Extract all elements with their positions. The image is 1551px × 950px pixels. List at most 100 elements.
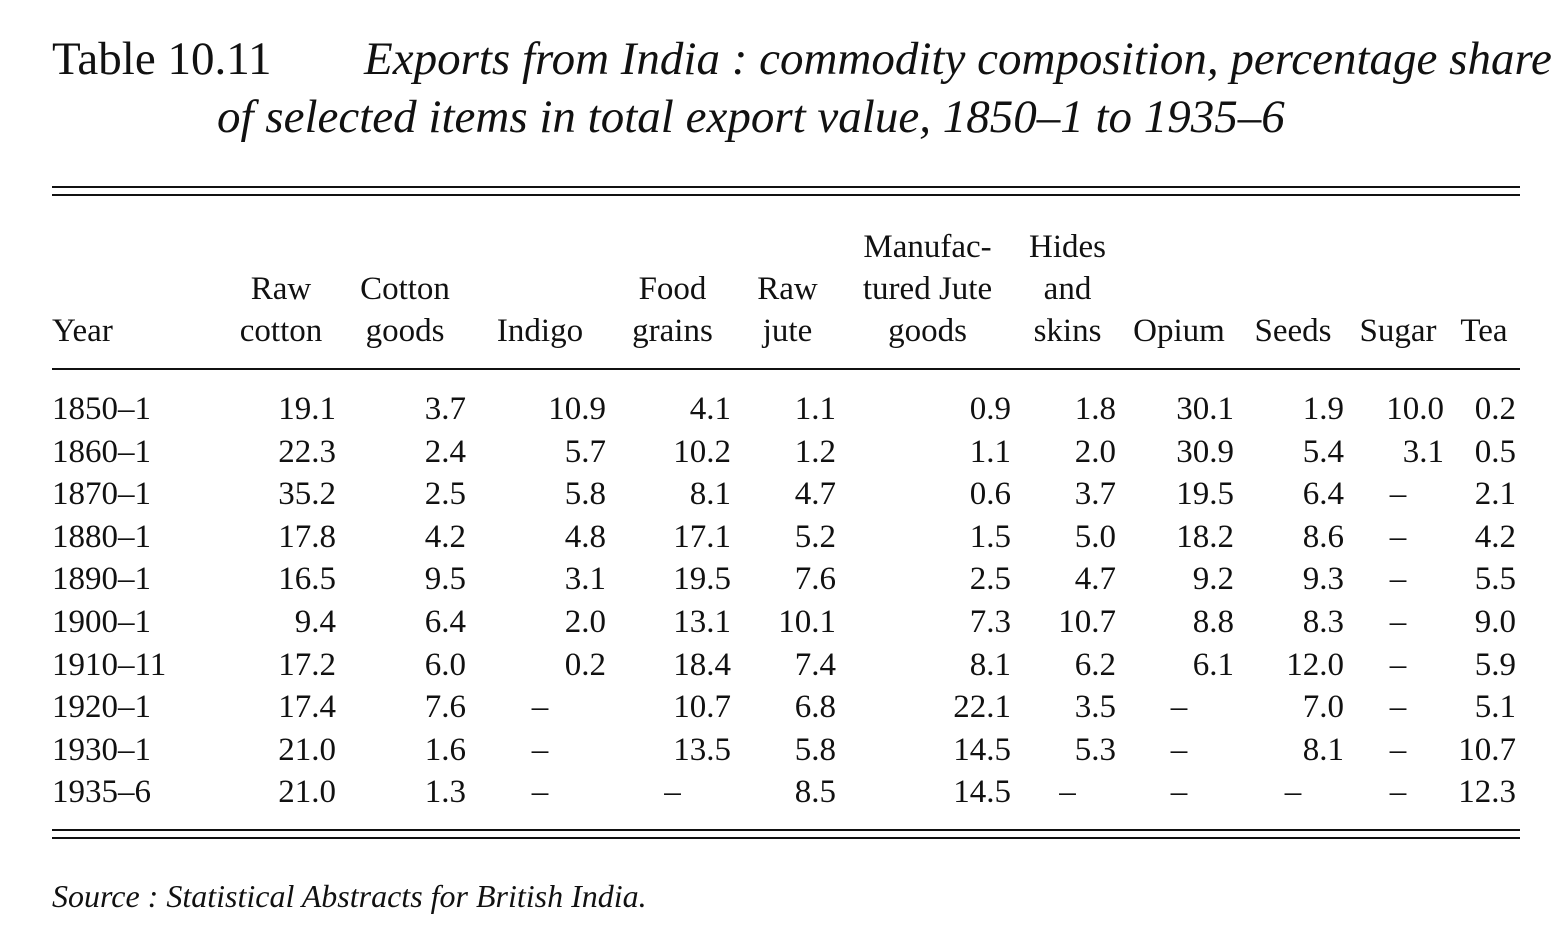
value-cell: 6.2 bbox=[1074, 646, 1116, 683]
column-header: Raw cotton bbox=[222, 216, 340, 366]
table-row: 1850–1 19.1 3.7 10.9 4.1 1.1 0.9 1.8 30.1 1.9 10.0… bbox=[52, 366, 1520, 431]
value-cell: 14.5 bbox=[953, 731, 1011, 768]
value-cell: 18.2 bbox=[1176, 518, 1234, 555]
column-header-line: Seeds bbox=[1254, 313, 1332, 349]
column-header-line: Raw bbox=[250, 271, 312, 307]
value-cell: – bbox=[1389, 731, 1407, 768]
value-cell: 3.7 bbox=[424, 391, 466, 427]
value-cell: 4.7 bbox=[1074, 561, 1116, 598]
value-cell: 19.1 bbox=[278, 391, 336, 427]
value-cell: 6.1 bbox=[1192, 646, 1234, 683]
year-cell: 1930–1 bbox=[52, 731, 151, 768]
header-row: Year Raw cotton Cotton goods Indigo Food grains… bbox=[52, 216, 1520, 366]
value-cell: – bbox=[1389, 518, 1407, 555]
value-cell: 0.2 bbox=[564, 646, 606, 683]
value-cell: 0.6 bbox=[969, 476, 1011, 513]
value-cell: 1.8 bbox=[1074, 391, 1116, 427]
value-cell: 19.5 bbox=[673, 561, 731, 598]
value-cell: 21.0 bbox=[278, 731, 336, 768]
value-cell: 10.2 bbox=[673, 433, 731, 470]
value-cell: 10.7 bbox=[1458, 731, 1516, 768]
column-header-line: Year bbox=[52, 313, 113, 349]
value-cell: 5.3 bbox=[1074, 731, 1116, 768]
year-cell: 1890–1 bbox=[52, 561, 151, 598]
value-cell: 18.4 bbox=[673, 646, 731, 683]
value-cell: – bbox=[531, 731, 549, 768]
value-cell: 2.5 bbox=[424, 476, 466, 513]
column-header: Food grains bbox=[610, 216, 735, 366]
value-cell: 4.7 bbox=[794, 476, 836, 513]
value-cell: – bbox=[1389, 561, 1407, 598]
table-row: 1870–1 35.2 2.5 5.8 8.1 4.7 0.6 3.7 19.5 6.4 – 2.1 bbox=[52, 473, 1520, 516]
table-number: Table 10.11 bbox=[52, 33, 272, 85]
value-cell: 30.1 bbox=[1176, 391, 1234, 427]
value-cell: 8.3 bbox=[1302, 603, 1344, 640]
value-cell: 30.9 bbox=[1176, 433, 1234, 470]
value-cell: 6.0 bbox=[424, 646, 466, 683]
value-cell: 13.5 bbox=[673, 731, 731, 768]
column-header-line: cotton bbox=[239, 313, 323, 349]
value-cell: – bbox=[1389, 603, 1407, 640]
column-header-line: Raw bbox=[757, 271, 818, 307]
value-cell: 3.7 bbox=[1074, 476, 1116, 513]
value-cell: 6.8 bbox=[794, 689, 836, 726]
value-cell: 12.0 bbox=[1286, 646, 1344, 683]
value-cell: 19.5 bbox=[1176, 476, 1234, 513]
column-header: Manufac-tured Jute goods bbox=[840, 216, 1015, 366]
column-header: Cotton goods bbox=[340, 216, 470, 366]
value-cell: 5.2 bbox=[794, 518, 836, 555]
column-header-line: tured Jute bbox=[862, 271, 993, 307]
value-cell: 5.8 bbox=[564, 476, 606, 513]
year-cell: 1900–1 bbox=[52, 603, 151, 640]
value-cell: 8.1 bbox=[969, 646, 1011, 683]
year-cell: 1920–1 bbox=[52, 689, 151, 726]
value-cell: 4.2 bbox=[1474, 518, 1516, 555]
value-cell: 0.2 bbox=[1474, 391, 1516, 427]
value-cell: 10.7 bbox=[1058, 603, 1116, 640]
table-row: 1920–1 17.4 7.6 – 10.7 6.8 22.1 3.5 – 7.0 – 5.1 bbox=[52, 686, 1520, 729]
exports-table: Year Raw cotton Cotton goods Indigo Food grains… bbox=[52, 216, 1520, 814]
value-cell: 5.7 bbox=[564, 433, 606, 470]
column-header-line: skins bbox=[1033, 313, 1102, 349]
column-header: Tea bbox=[1448, 216, 1520, 366]
value-cell: 5.8 bbox=[794, 731, 836, 768]
value-cell: 12.3 bbox=[1458, 774, 1516, 811]
value-cell: 9.2 bbox=[1192, 561, 1234, 598]
column-header-line: and bbox=[1043, 271, 1092, 307]
value-cell: – bbox=[1059, 774, 1076, 811]
bottom-double-rule bbox=[52, 829, 1520, 839]
column-header-line: goods bbox=[365, 313, 445, 349]
table-row: 1890–1 16.5 9.5 3.1 19.5 7.6 2.5 4.7 9.2 9.3 – 5.5 bbox=[52, 558, 1520, 601]
column-header-line: Opium bbox=[1133, 313, 1225, 349]
value-cell: 8.1 bbox=[1302, 731, 1344, 768]
value-cell: 1.5 bbox=[969, 518, 1011, 555]
column-header-line: Cotton bbox=[360, 271, 450, 307]
table-title-line2: of selected items in total export value,… bbox=[217, 91, 1285, 143]
column-header-line: grains bbox=[632, 313, 713, 349]
value-cell: 2.5 bbox=[969, 561, 1011, 598]
value-cell: 1.3 bbox=[424, 774, 466, 811]
value-cell: – bbox=[531, 774, 549, 811]
year-cell: 1850–1 bbox=[52, 391, 151, 427]
value-cell: 8.5 bbox=[794, 774, 836, 811]
column-header-line: jute bbox=[762, 313, 813, 349]
value-cell: – bbox=[1170, 731, 1188, 768]
column-header-line: Tea bbox=[1460, 313, 1508, 349]
value-cell: 10.7 bbox=[673, 689, 731, 726]
value-cell: 7.3 bbox=[969, 603, 1011, 640]
value-cell: 7.4 bbox=[794, 646, 836, 683]
value-cell: 2.1 bbox=[1474, 476, 1516, 513]
value-cell: 2.0 bbox=[1074, 433, 1116, 470]
value-cell: 5.0 bbox=[1074, 518, 1116, 555]
value-cell: – bbox=[664, 774, 681, 811]
value-cell: – bbox=[1170, 689, 1188, 726]
column-header: Indigo bbox=[470, 216, 610, 366]
table-row: 1910–11 17.2 6.0 0.2 18.4 7.4 8.1 6.2 6.1 12.0 – 5.… bbox=[52, 644, 1520, 687]
value-cell: 14.5 bbox=[953, 774, 1011, 811]
value-cell: 3.1 bbox=[1402, 433, 1444, 470]
value-cell: 7.6 bbox=[794, 561, 836, 598]
value-cell: 4.2 bbox=[424, 518, 466, 555]
year-cell: 1935–6 bbox=[52, 774, 151, 811]
value-cell: 5.4 bbox=[1302, 433, 1344, 470]
value-cell: – bbox=[531, 689, 549, 726]
